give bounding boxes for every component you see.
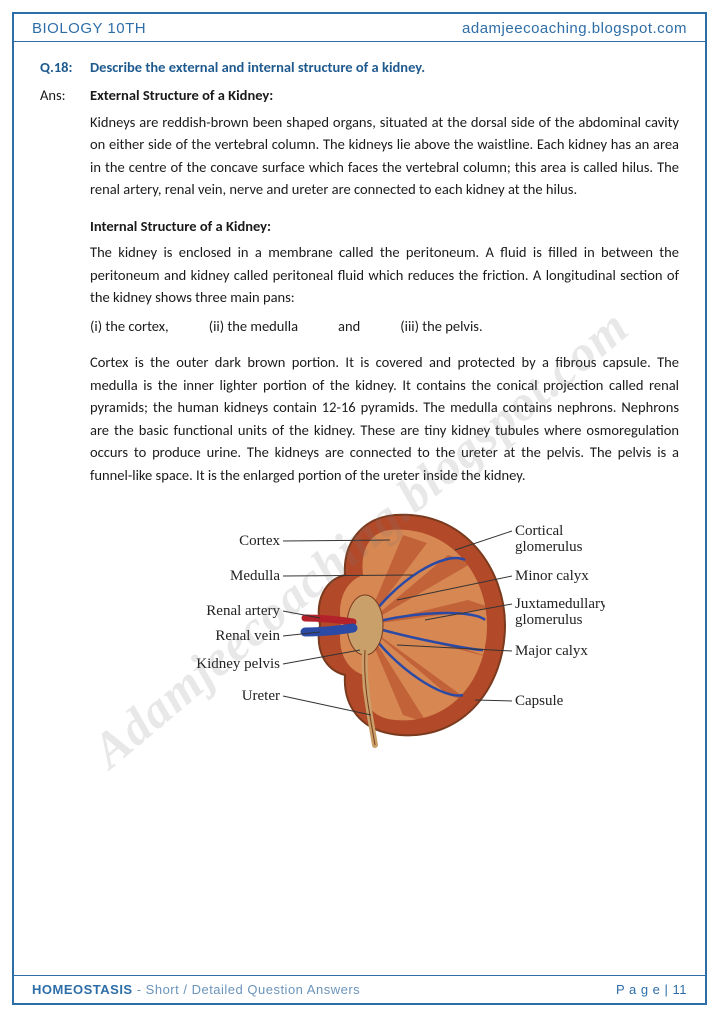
footer-subtitle: - Short / Detailed Question Answers xyxy=(133,982,361,997)
parts-line: (i) the cortex, (ii) the medulla and (ii… xyxy=(90,315,679,337)
question-label: Q.18: xyxy=(40,56,82,78)
footer-chapter: HOMEOSTASIS xyxy=(32,982,133,997)
svg-text:Juxtamedullary: Juxtamedullary xyxy=(515,596,605,612)
para-external: Kidneys are reddish-brown been shaped or… xyxy=(90,111,679,201)
para-internal-intro: The kidney is enclosed in a membrane cal… xyxy=(90,241,679,308)
question-row: Q.18: Describe the external and internal… xyxy=(40,56,679,78)
svg-text:Ureter: Ureter xyxy=(241,688,279,704)
heading-internal: Internal Structure of a Kidney: xyxy=(90,215,679,237)
header-left: BIOLOGY 10TH xyxy=(32,20,146,37)
page-frame: Adamjeecoaching.blogspot.com BIOLOGY 10T… xyxy=(12,12,707,1005)
heading-external: External Structure of a Kidney: xyxy=(90,84,679,106)
page-header: BIOLOGY 10TH adamjeecoaching.blogspot.co… xyxy=(14,14,705,42)
part-and: and xyxy=(338,315,360,337)
svg-text:glomerulus: glomerulus xyxy=(515,612,583,628)
header-right: adamjeecoaching.blogspot.com xyxy=(462,20,687,37)
page-footer: HOMEOSTASIS - Short / Detailed Question … xyxy=(14,975,705,1003)
svg-text:Medulla: Medulla xyxy=(230,568,280,584)
content-area: Q.18: Describe the external and internal… xyxy=(14,42,705,760)
footer-page: P a g e | 11 xyxy=(616,982,687,997)
svg-text:Kidney pelvis: Kidney pelvis xyxy=(196,656,280,672)
answer-row: Ans: External Structure of a Kidney: Kid… xyxy=(40,84,679,750)
part-i: (i) the cortex, xyxy=(90,315,169,337)
question-text: Describe the external and internal struc… xyxy=(90,56,425,78)
part-iii: (iii) the pelvis. xyxy=(400,315,482,337)
answer-body: External Structure of a Kidney: Kidneys … xyxy=(90,84,679,750)
svg-text:glomerulus: glomerulus xyxy=(515,539,583,555)
para-internal-detail: Cortex is the outer dark brown portion. … xyxy=(90,351,679,486)
svg-text:Renal vein: Renal vein xyxy=(215,628,280,644)
kidney-svg: Cortex Medulla Renal artery Renal vein Kidne… xyxy=(165,500,605,750)
svg-text:Renal artery: Renal artery xyxy=(206,603,280,619)
svg-text:Capsule: Capsule xyxy=(515,693,564,709)
footer-left: HOMEOSTASIS - Short / Detailed Question … xyxy=(32,982,360,997)
part-ii: (ii) the medulla xyxy=(209,315,298,337)
svg-text:Minor calyx: Minor calyx xyxy=(515,568,589,584)
svg-text:Cortical: Cortical xyxy=(515,523,563,539)
svg-text:Major calyx: Major calyx xyxy=(515,643,588,659)
svg-text:Cortex: Cortex xyxy=(239,533,280,549)
answer-label: Ans: xyxy=(40,84,80,750)
kidney-diagram: Cortex Medulla Renal artery Renal vein Kidne… xyxy=(90,500,679,750)
